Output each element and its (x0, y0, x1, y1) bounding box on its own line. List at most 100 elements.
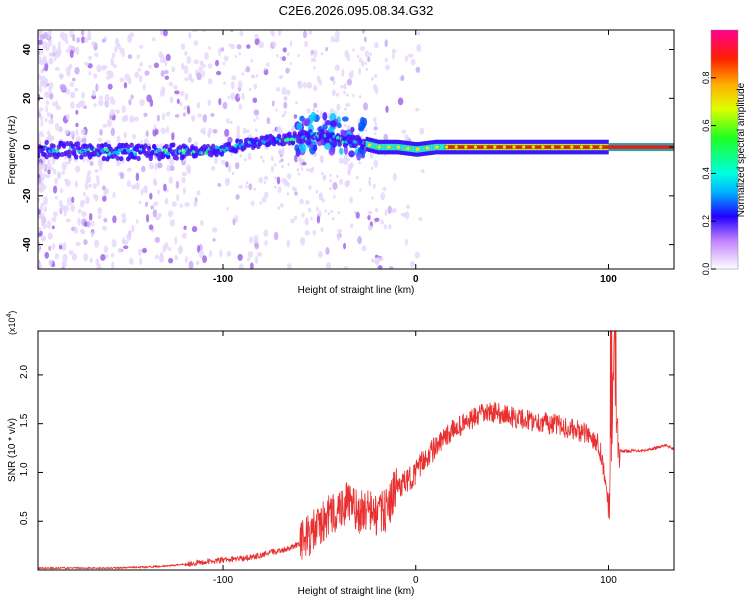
spectrogram-noise-cell (280, 158, 284, 163)
spectrogram-carrier-line (444, 145, 674, 149)
spectrogram-noise-cell (156, 189, 161, 195)
spectrogram-noise-cell (159, 143, 164, 150)
spectrogram-noise-cell (374, 122, 378, 126)
colorbar-gradient (710, 29, 739, 270)
spectrogram-noise-cell (66, 113, 70, 121)
spectrogram-noise-cell (158, 254, 165, 263)
spectrogram-noise-cell (272, 41, 277, 47)
spectrogram-noise-cell (400, 74, 405, 81)
spectrogram-peak-cell (522, 145, 526, 149)
spectrogram-noise-cell (312, 108, 315, 112)
spectrogram-noise-cell (281, 114, 284, 118)
spectrogram-noise-cell (270, 155, 274, 162)
spectrogram-noise-cell (82, 191, 86, 197)
spectrogram-peak-cell (531, 145, 535, 149)
spectrogram-noise-cell (268, 120, 271, 124)
spectrogram-noise-cell (117, 248, 122, 254)
spectrogram-noise-cell (153, 201, 159, 207)
spectrogram-band-cell (146, 145, 152, 151)
spectrogram-noise-cell (362, 102, 369, 111)
spectrogram-noise-cell (171, 66, 176, 73)
spectrogram-noise-cell (358, 161, 361, 165)
spectrogram-noise-cell (304, 217, 309, 226)
spectrogram-noise-cell (410, 58, 416, 66)
spectrogram-noise-cell (191, 226, 198, 233)
spectrogram-noise-cell (159, 30, 163, 36)
spectrogram-core-cell (432, 144, 436, 151)
spectrogram-peak-cell (454, 145, 458, 149)
spectrogram-noise-cell (193, 40, 199, 46)
spectrogram-noise-cell (187, 137, 192, 144)
spectrogram-noise-cell (165, 111, 171, 117)
spectrogram-noise-cell (65, 48, 71, 54)
spectrogram-burst-cell (361, 122, 366, 129)
spectrogram-noise-cell (247, 251, 254, 258)
spectrogram-noise-cell (310, 57, 317, 63)
svg-text:(x104): (x104) (6, 311, 17, 335)
spectrogram-band-cell (67, 153, 72, 159)
spectrogram-core-cell (379, 143, 383, 151)
spectrogram-noise-cell (380, 219, 385, 225)
spectrogram-noise-cell (296, 168, 300, 172)
spectrogram-noise-cell (372, 183, 376, 189)
snr-panel: -100 0 100 0.5 1.0 1.5 2.0 Height of straight … (6, 311, 675, 597)
spectrogram-noise-cell (343, 242, 347, 250)
spectrogram-noise-cell (154, 128, 159, 135)
spectrogram-noise-cell (183, 225, 187, 230)
spectrogram-noise-cell (225, 161, 229, 168)
spectrogram-band-cell (82, 151, 88, 157)
spectrogram-noise-cell (245, 129, 250, 134)
spectrogram-noise-cell (54, 122, 60, 131)
spectrogram-band-cell (129, 142, 134, 148)
spectrogram-noise-cell (112, 64, 117, 69)
spectrogram-noise-cell (166, 164, 171, 172)
spectrogram-noise-cell (127, 35, 133, 44)
spectrogram-noise-cell (90, 230, 94, 238)
spectrogram-band-cell (67, 149, 72, 155)
spectrogram-noise-cell (418, 217, 423, 221)
spectrogram-noise-cell (281, 147, 285, 151)
spectrogram-noise-cell (212, 237, 216, 242)
spectrogram-noise-cell (88, 184, 93, 188)
spectrogram-noise-cell (211, 226, 218, 233)
spectrogram-noise-cell (164, 75, 170, 80)
spectrogram-peak-cell (377, 145, 381, 149)
spectrogram-noise-cell (52, 168, 57, 175)
spectrogram-noise-cell (409, 260, 415, 268)
spectrogram-noise-cell (232, 218, 236, 226)
spectrogram-noise-cell (263, 180, 266, 185)
spectrogram-peak-cell (493, 145, 497, 149)
snr-xtick-label: 100 (600, 575, 617, 586)
spectrogram-noise-cell (59, 31, 66, 40)
spectrogram-noise-cell (196, 190, 201, 196)
spectrogram-noise-cell (40, 217, 46, 223)
spectrogram-burst-cell (324, 120, 332, 126)
spectrogram-noise-cell (74, 87, 79, 92)
spectrogram-peak-cell (560, 145, 564, 149)
spectrogram-noise-cell (81, 138, 87, 143)
spectrogram-noise-cell (234, 54, 237, 59)
spectrogram-noise-cell (258, 176, 263, 184)
spectrogram-noise-cell (80, 230, 86, 235)
spectrogram-noise-cell (162, 30, 168, 37)
spectrogram-noise-cell (247, 152, 252, 160)
spectrogram-noise-cell (369, 52, 373, 56)
spectrogram-noise-cell (77, 208, 82, 214)
spectrogram-noise-cell (61, 266, 65, 269)
spectrogram-noise-cell (239, 154, 242, 158)
spectrogram-band-cell (290, 140, 296, 146)
spectrogram-core-cell (391, 143, 394, 151)
spectrogram-core-cell (421, 145, 424, 152)
spectrogram-burst-cell (356, 151, 362, 161)
spectrogram-noise-cell (38, 185, 42, 191)
spectrogram-band-cell (358, 138, 363, 144)
spectrogram-noise-cell (255, 74, 259, 78)
spectrogram-noise-cell (243, 127, 246, 131)
spectrogram-noise-cell (226, 207, 229, 211)
spectrogram-noise-cell (241, 72, 245, 76)
spectrogram-noise-cell (238, 263, 244, 269)
spectrogram-core-cell (381, 143, 385, 151)
spectrogram-noise-cell (71, 196, 75, 203)
spectrogram-noise-cell (343, 156, 349, 166)
